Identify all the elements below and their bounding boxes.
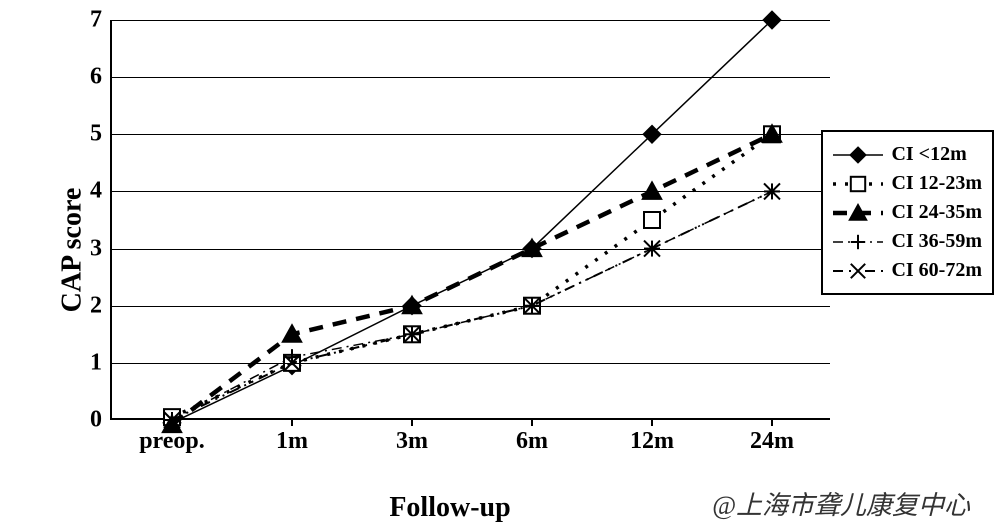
y-tick-label: 3 — [90, 235, 112, 262]
grid-line — [112, 20, 830, 21]
y-tick-label: 6 — [90, 64, 112, 91]
grid-line — [112, 134, 830, 135]
legend-item-ci-60-72: CI 60-72m — [833, 256, 982, 285]
watermark-text: @上海市聋儿康复中心 — [712, 485, 970, 522]
grid-line — [112, 363, 830, 364]
y-tick-label: 7 — [90, 7, 112, 34]
legend-swatch — [833, 261, 883, 281]
x-tick-label: 3m — [396, 418, 428, 455]
grid-line — [112, 77, 830, 78]
legend-label: CI 24-35m — [891, 201, 982, 224]
y-tick-label: 4 — [90, 178, 112, 205]
legend-item-ci-24-35: CI 24-35m — [833, 198, 982, 227]
plot-area: 01234567preop.1m3m6m12m24m — [110, 20, 830, 420]
chart-container: CAP score Follow-up @上海市聋儿康复中心 01234567p… — [0, 0, 1000, 530]
legend-label: CI <12m — [891, 143, 966, 166]
x-tick-label: 24m — [750, 418, 794, 455]
legend-swatch — [833, 145, 883, 165]
legend-swatch — [833, 174, 883, 194]
legend-label: CI 12-23m — [891, 172, 982, 195]
y-axis-title: CAP score — [56, 188, 88, 313]
grid-line — [112, 306, 830, 307]
y-tick-label: 5 — [90, 121, 112, 148]
legend-swatch — [833, 203, 883, 223]
series-line-ci-24-35 — [172, 134, 772, 424]
legend-item-ci-36-59: CI 36-59m — [833, 227, 982, 256]
legend: CI <12m CI 12-23m CI 24-35m CI 36-59m CI 60-… — [821, 130, 994, 295]
legend-item-ci-lt12: CI <12m — [833, 140, 982, 169]
lines-svg — [112, 20, 830, 418]
x-tick-label: 1m — [276, 418, 308, 455]
grid-line — [112, 249, 830, 250]
y-tick-label: 2 — [90, 292, 112, 319]
x-tick-label: 12m — [630, 418, 674, 455]
grid-line — [112, 191, 830, 192]
legend-label: CI 60-72m — [891, 259, 982, 282]
legend-swatch — [833, 232, 883, 252]
y-tick-label: 0 — [90, 407, 112, 434]
legend-label: CI 36-59m — [891, 230, 982, 253]
x-tick-label: 6m — [516, 418, 548, 455]
legend-item-ci-12-23: CI 12-23m — [833, 169, 982, 198]
x-tick-label: preop. — [139, 418, 205, 455]
y-tick-label: 1 — [90, 349, 112, 376]
x-axis-title: Follow-up — [389, 492, 510, 524]
